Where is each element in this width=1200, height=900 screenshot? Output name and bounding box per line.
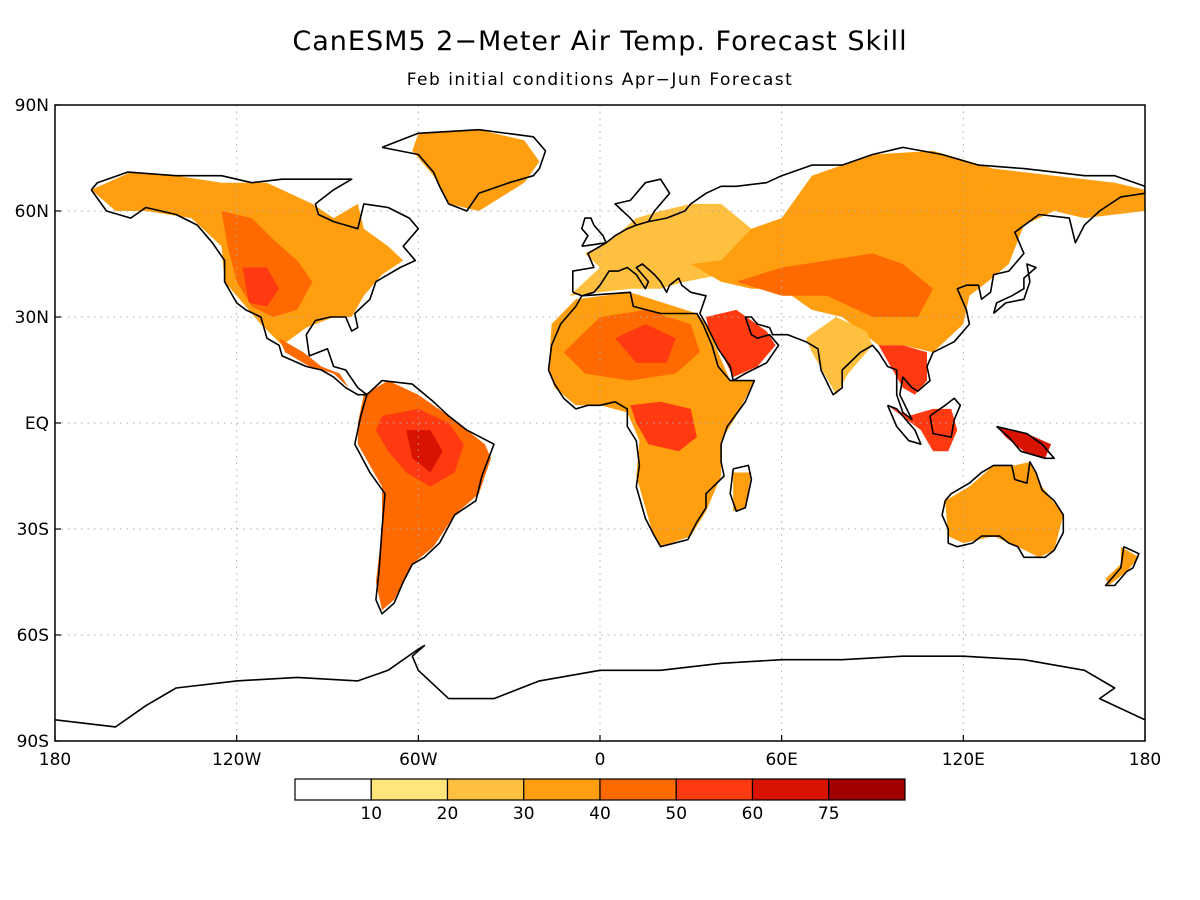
lat-tick-label: 60S	[17, 626, 49, 646]
lon-tick-label: 60W	[399, 750, 438, 770]
colorbar-label: 60	[742, 804, 764, 824]
colorbar-swatch	[599, 778, 677, 801]
lon-tick-label: 120E	[942, 750, 985, 770]
sumatra-coast	[886, 404, 922, 446]
madagascar-coast	[729, 464, 753, 513]
new-guinea-coast	[996, 425, 1055, 460]
skill-region-asia	[690, 150, 1145, 353]
lon-tick-label: 120W	[212, 750, 261, 770]
north-america-coast	[90, 171, 420, 396]
new-zealand-coast	[1104, 545, 1140, 587]
skill-region-siberia-north	[842, 165, 994, 197]
japan-coast	[992, 263, 1037, 315]
africa-coast	[547, 291, 756, 548]
skill-region-north-america-core	[221, 211, 313, 317]
borneo-coast	[929, 397, 962, 438]
eurasia-coast	[571, 146, 1145, 421]
uk-coast	[580, 217, 607, 248]
skill-region-greenland	[412, 129, 540, 211]
greenland-coast	[381, 128, 547, 212]
australia-coast	[941, 461, 1065, 559]
lon-tick-label: 180	[39, 750, 71, 770]
skill-region-west-us	[242, 267, 280, 307]
colorbar-label: 20	[437, 804, 459, 824]
south-america-coast	[353, 379, 495, 615]
lat-tick-label: 30S	[17, 520, 49, 540]
lat-tick-label: EQ	[25, 414, 49, 434]
colorbar-label: 50	[665, 804, 687, 824]
colorbar-swatch	[294, 778, 372, 801]
colorbar-label: 10	[360, 804, 382, 824]
colorbar-label: 40	[589, 804, 611, 824]
skill-region-central-america	[279, 338, 349, 388]
skill-region-amazon-core	[406, 430, 443, 473]
map-title: CanESM5 2−Meter Air Temp. Forecast Skill	[292, 26, 908, 57]
lon-tick-label: 180	[1129, 750, 1161, 770]
skill-region-india	[805, 317, 873, 395]
skill-region-australia	[945, 461, 1064, 558]
skill-region-central-africa	[630, 401, 697, 452]
lat-tick-label: 90S	[17, 732, 49, 752]
skill-region-asia-core	[736, 253, 934, 317]
lon-tick-label: 0	[595, 750, 606, 770]
colorbar-label: 75	[818, 804, 840, 824]
colorbar: 10 20 30 40 50 60 75	[294, 778, 906, 824]
lat-tick-label: 30N	[15, 308, 49, 328]
skill-region-southeast-asia	[878, 345, 927, 395]
colorbar-swatch	[370, 778, 449, 801]
skill-region-madagascar	[733, 472, 752, 512]
lon-tick-label: 60E	[765, 750, 797, 770]
lat-tick-label: 90N	[15, 96, 49, 116]
skill-region-new-guinea	[996, 426, 1052, 459]
colorbar-swatch	[446, 778, 525, 801]
skill-region-arabia	[706, 309, 776, 378]
skill-region-indonesia	[887, 405, 958, 452]
colorbar-swatch	[675, 778, 754, 801]
map-subtitle: Feb initial conditions Apr−Jun Forecast	[406, 70, 794, 90]
coastlines	[55, 128, 1145, 728]
colorbar-swatch	[828, 778, 906, 801]
skill-layer	[91, 129, 1145, 611]
colorbar-swatch	[523, 778, 601, 801]
antarctica-coast	[55, 644, 1145, 728]
colorbar-swatch	[751, 778, 830, 801]
lat-tick-label: 60N	[15, 202, 49, 222]
colorbar-label: 30	[513, 804, 535, 824]
skill-region-sahara-core	[615, 324, 676, 363]
